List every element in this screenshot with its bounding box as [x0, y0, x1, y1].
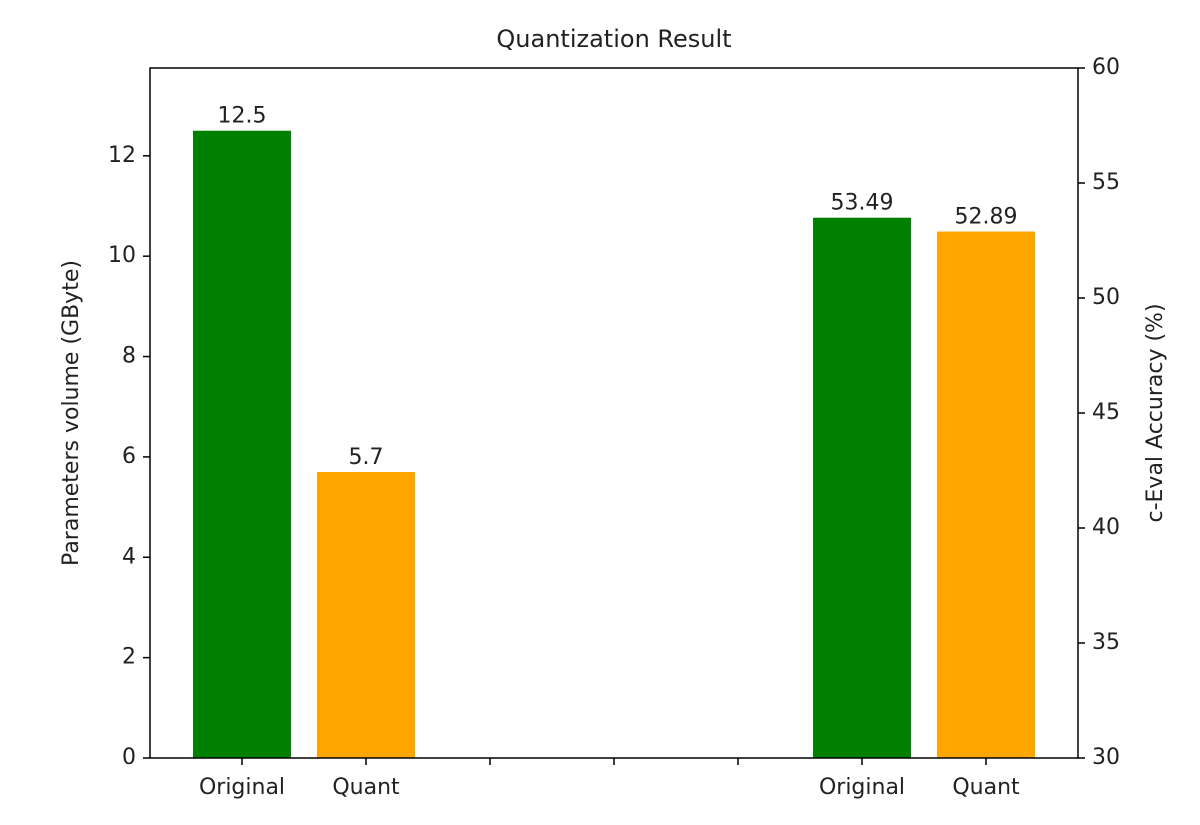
y2-tick-label: 35: [1092, 630, 1120, 655]
y2-tick-label: 60: [1092, 55, 1120, 80]
x-tick-label: Quant: [952, 775, 1020, 800]
chart-title: Quantization Result: [496, 25, 731, 53]
y2-tick-label: 50: [1092, 285, 1120, 310]
bar: [937, 231, 1035, 758]
y2-tick-label: 30: [1092, 745, 1120, 770]
x-tick-label: Original: [199, 775, 285, 800]
bar: [317, 471, 415, 758]
value-label: 12.5: [218, 104, 267, 129]
y-tick-label: 4: [122, 544, 136, 569]
x-tick-label: Original: [819, 775, 905, 800]
y-tick-label: 8: [122, 344, 136, 369]
value-label: 52.89: [955, 205, 1018, 230]
y-tick-label: 10: [108, 243, 136, 268]
y2-tick-label: 55: [1092, 170, 1120, 195]
y2-tick-label: 45: [1092, 400, 1120, 425]
y-tick-label: 0: [122, 745, 136, 770]
y-tick-label: 2: [122, 645, 136, 670]
y-tick-label: 12: [108, 143, 136, 168]
y2-axis-label: c-Eval Accuracy (%): [1143, 303, 1168, 522]
value-label: 53.49: [831, 191, 894, 216]
value-label: 5.7: [349, 445, 384, 470]
x-tick-label: Quant: [332, 775, 400, 800]
plot-frame: [149, 67, 1079, 759]
y-axis-label: Parameters volume (GByte): [59, 260, 84, 566]
y2-tick-label: 40: [1092, 515, 1120, 540]
y-tick-label: 6: [122, 444, 136, 469]
bar: [193, 130, 291, 758]
bar: [813, 217, 911, 759]
